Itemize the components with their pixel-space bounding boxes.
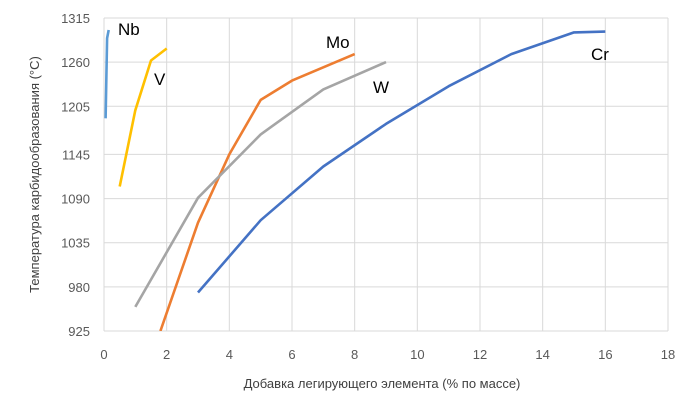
x-tick-label: 12 (473, 347, 487, 362)
y-tick-label: 980 (68, 280, 90, 295)
grid-layer (103, 17, 669, 332)
y-tick-label: 1205 (61, 99, 90, 114)
series-line-w (134, 60, 387, 308)
y-tick-label: 1315 (61, 11, 90, 26)
x-tick-label: 2 (163, 347, 170, 362)
series-line-mo (159, 52, 356, 331)
x-axis-title: Добавка легирующего элемента (% по массе… (244, 376, 521, 391)
x-tick-label: 18 (661, 347, 675, 362)
y-tick-label: 1260 (61, 55, 90, 70)
x-tick-label: 16 (598, 347, 612, 362)
series-line-nb (104, 29, 110, 119)
series-label-cr: Cr (591, 45, 609, 64)
y-axis-title: Температура карбидообразования (°C) (27, 56, 42, 293)
label-layer: Nb V Mo W Cr (118, 20, 609, 97)
y-tick-label: 1145 (62, 147, 90, 162)
series-layer (104, 29, 606, 331)
x-tick-label: 8 (351, 347, 358, 362)
series-line-v (118, 47, 168, 187)
x-tick-label: 6 (288, 347, 295, 362)
x-tick-label: 14 (535, 347, 549, 362)
series-line-cr (197, 30, 606, 294)
y-tick-label: 1090 (61, 192, 90, 207)
tick-layer: 0 2 4 6 8 10 12 14 16 18 925 980 1035 1090 1145 1205 126… (61, 11, 675, 362)
series-label-mo: Mo (326, 33, 350, 52)
x-tick-label: 4 (226, 347, 233, 362)
series-label-v: V (154, 70, 166, 89)
x-tick-label: 0 (100, 347, 107, 362)
y-tick-label: 1035 (61, 236, 90, 251)
series-label-w: W (373, 78, 389, 97)
series-label-nb: Nb (118, 20, 140, 39)
y-tick-label: 925 (68, 324, 90, 339)
x-tick-label: 10 (410, 347, 424, 362)
